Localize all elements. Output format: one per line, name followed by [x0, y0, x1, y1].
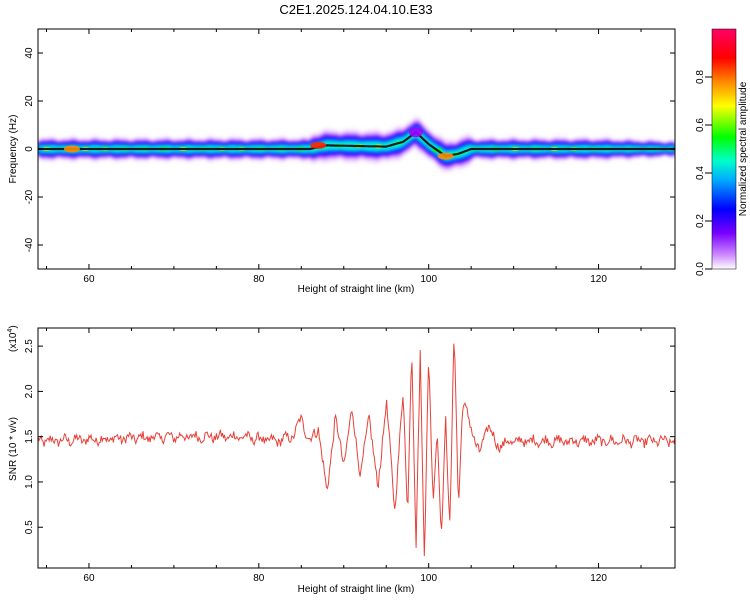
snr-x-tick-label: 120 [590, 573, 607, 584]
snr-y-ticks: 0.5 1.0 1.5 2.0 2.5 [24, 339, 675, 534]
colorbar-ticks: 0.0 0.2 0.4 0.6 0.8 [695, 70, 712, 276]
colorbar-gradient [711, 28, 737, 270]
chart-title: C2E1.2025.124.04.10.E33 [279, 2, 432, 17]
spectrogram-y-tick-label: 0 [24, 146, 35, 152]
colorbar-tick-label: 0.6 [695, 118, 706, 132]
snr-series-line [38, 343, 675, 557]
spectrogram-y-tick-label: -20 [24, 189, 35, 204]
snr-frame [37, 327, 676, 569]
spectrogram-hotspot [437, 152, 454, 160]
snr-y-tick-label: 1.5 [24, 429, 35, 443]
spectrogram-x-label: Height of straight line (km) [298, 284, 415, 295]
spectrogram-y-tick-label: -40 [24, 237, 35, 252]
snr-x-tick-label: 60 [83, 573, 95, 584]
spectrogram-x-tick-label: 120 [590, 274, 607, 285]
snr-x-tick-label: 100 [420, 573, 437, 584]
snr-y-tick-label: 0.5 [24, 520, 35, 534]
colorbar-tick-label: 0.0 [695, 262, 706, 276]
colorbar-tick-label: 0.2 [695, 214, 706, 228]
spectrogram-y-ticks: -40 -20 0 20 40 [24, 47, 675, 252]
spectrogram-x-tick-label: 100 [420, 274, 437, 285]
snr-panel: 60 80 100 120 0.5 1.0 1.5 2.0 2.5 Height of str… [7, 325, 676, 595]
spectrogram-y-tick-label: 40 [24, 47, 35, 59]
spectrogram-hotspot [63, 145, 80, 153]
spectrogram-panel: 60 80 100 120 -40 -20 0 20 40 Height of straigh… [8, 28, 676, 295]
snr-x-ticks: 60 80 100 120 [45, 328, 642, 584]
spectrogram-hotspot [310, 141, 327, 149]
snr-y-multiplier: (x104) [7, 325, 19, 352]
snr-y-label: SNR (10 * v/v) [8, 417, 19, 481]
colorbar-tick-label: 0.4 [695, 166, 706, 180]
colorbar: 0.0 0.2 0.4 0.6 0.8 Normalized spectral ampl… [695, 28, 749, 276]
snr-x-label: Height of straight line (km) [298, 584, 415, 595]
spectrogram-band-5 [38, 128, 675, 160]
colorbar-label: Normalized spectral amplitude [738, 81, 749, 216]
spectrogram-hotspot [408, 127, 423, 138]
snr-y-tick-label: 2.5 [24, 339, 35, 353]
snr-y-tick-label: 1.0 [24, 475, 35, 489]
spectrogram-y-tick-label: 20 [24, 95, 35, 107]
snr-x-tick-label: 80 [253, 573, 265, 584]
spectrogram-x-ticks: 60 80 100 120 [45, 29, 642, 285]
spectrogram-center-line [38, 130, 675, 158]
snr-y-multiplier-exponent: 4 [7, 329, 14, 333]
spectrogram-y-label: Frequency (Hz) [8, 115, 19, 184]
colorbar-tick-label: 0.8 [695, 70, 706, 84]
spectrogram-x-tick-label: 60 [83, 274, 95, 285]
spectrogram-layers [38, 116, 675, 173]
spectrogram-x-tick-label: 80 [253, 274, 265, 285]
snr-y-tick-label: 2.0 [24, 384, 35, 398]
